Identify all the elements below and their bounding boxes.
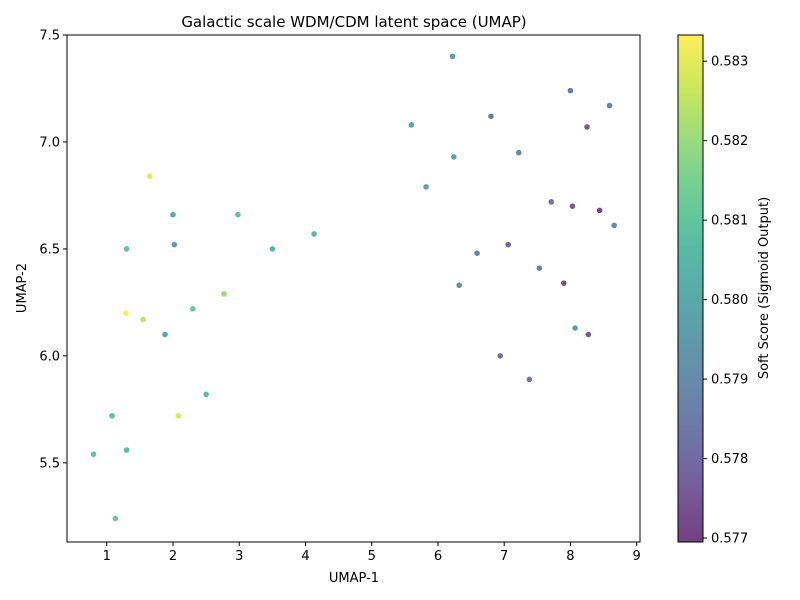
colorbar-tick-label: 0.582	[711, 134, 748, 149]
data-point	[203, 391, 209, 398]
data-point	[123, 310, 129, 316]
data-point	[123, 447, 130, 453]
x-tick-label: 5	[368, 549, 376, 564]
data-point	[569, 203, 576, 209]
y-tick-label: 7.0	[39, 135, 60, 150]
colorbar-tick-label: 0.583	[711, 55, 748, 70]
data-point	[269, 246, 276, 252]
plot-frame	[66, 34, 641, 543]
data-point	[606, 102, 613, 109]
data-point	[526, 376, 533, 383]
colorbar-tick-label: 0.577	[711, 532, 748, 547]
data-point	[175, 412, 182, 419]
colorbar-tick-label: 0.581	[711, 214, 748, 229]
data-point	[449, 53, 456, 60]
y-axis-title: UMAP-2	[15, 263, 30, 313]
data-point	[474, 250, 480, 257]
data-point	[112, 515, 119, 522]
x-axis: 1 2 3 4 5 6 7 8 9	[103, 542, 641, 564]
data-point	[585, 331, 592, 338]
x-tick-label: 1	[103, 549, 111, 564]
data-point	[221, 291, 227, 297]
x-axis-title: UMAP-1	[329, 571, 379, 586]
colorbar-tick-label: 0.580	[711, 293, 748, 308]
data-point	[572, 325, 578, 331]
data-point	[515, 149, 522, 156]
colorbar-tick-label: 0.579	[711, 373, 748, 388]
x-tick-label: 8	[566, 549, 574, 564]
data-point	[561, 280, 567, 286]
y-tick-label: 6.5	[39, 242, 60, 257]
colorbar-ticks: 0.577 0.578 0.579 0.580 0.581 0.582 0.583	[703, 55, 748, 547]
points-layer	[90, 53, 617, 522]
y-tick-label: 6.0	[39, 349, 60, 364]
colorbar-title: Soft Score (Sigmoid Output)	[757, 197, 772, 379]
x-tick-label: 7	[500, 549, 508, 564]
x-tick-label: 9	[633, 549, 641, 564]
data-point	[109, 412, 115, 419]
data-point	[162, 331, 168, 338]
chart-title: Galactic scale WDM/CDM latent space (UMA…	[181, 13, 526, 31]
data-point	[488, 113, 494, 120]
data-point	[584, 124, 590, 130]
data-point	[596, 207, 603, 214]
data-point	[235, 211, 241, 218]
data-point	[611, 222, 617, 229]
data-point	[190, 306, 196, 312]
data-point	[123, 246, 130, 252]
data-point	[497, 353, 504, 359]
data-point	[90, 451, 97, 458]
colorbar-gradient	[677, 34, 704, 543]
data-point	[548, 199, 555, 205]
y-tick-label: 7.5	[39, 29, 60, 44]
data-point	[140, 316, 146, 323]
y-axis: 5.5 6.0 6.5 7.0 7.5	[39, 29, 67, 471]
data-point	[311, 231, 317, 237]
data-point	[170, 211, 176, 218]
x-tick-label: 2	[169, 549, 177, 564]
x-tick-label: 4	[301, 549, 309, 564]
y-tick-label: 5.5	[39, 456, 60, 471]
data-point	[147, 173, 153, 179]
data-point	[456, 282, 462, 289]
colorbar-tick-label: 0.578	[711, 452, 748, 467]
data-point	[451, 154, 457, 160]
data-point	[536, 265, 543, 271]
data-point	[408, 122, 415, 128]
data-point	[171, 241, 178, 248]
data-point	[505, 241, 511, 248]
data-point	[423, 184, 429, 190]
x-tick-label: 6	[434, 549, 442, 564]
data-point	[567, 87, 574, 94]
x-tick-label: 3	[235, 549, 243, 564]
colorbar	[677, 34, 704, 543]
